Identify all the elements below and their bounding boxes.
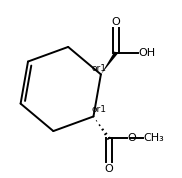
Text: or1: or1 bbox=[91, 64, 106, 73]
Text: OH: OH bbox=[139, 48, 156, 57]
Polygon shape bbox=[101, 51, 118, 74]
Text: O: O bbox=[127, 133, 136, 143]
Text: O: O bbox=[112, 17, 120, 27]
Text: or1: or1 bbox=[91, 105, 106, 114]
Text: O: O bbox=[104, 164, 113, 174]
Text: CH₃: CH₃ bbox=[143, 133, 164, 143]
